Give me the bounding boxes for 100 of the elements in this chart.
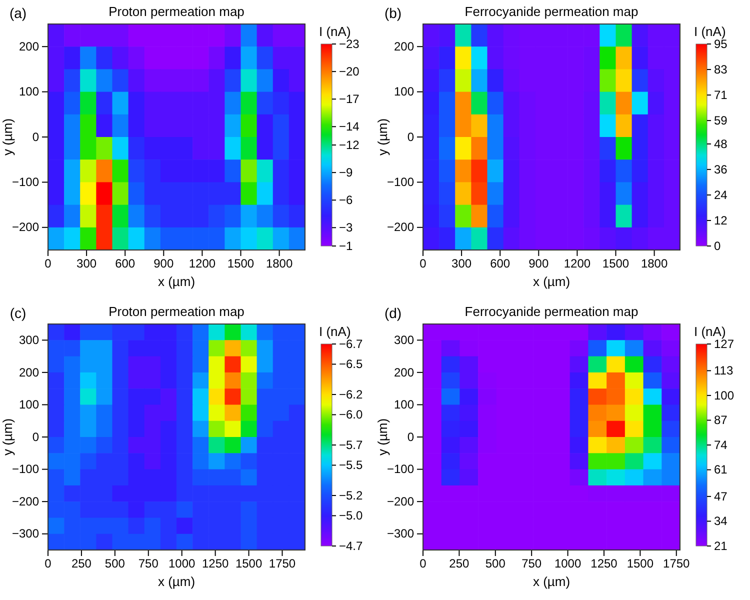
y-tick-label: 0: [32, 430, 40, 444]
x-tick-label: 750: [522, 556, 542, 571]
color-bar-title: I (nA): [694, 324, 726, 339]
y-tick-label: −100: [12, 462, 40, 476]
x-tick-label: 250: [449, 556, 470, 571]
color-bar-label: 83: [714, 62, 728, 76]
text: (b): [384, 5, 402, 21]
x-axis-title: x (µm): [158, 574, 196, 589]
x-axis-title: x (µm): [158, 274, 196, 289]
y-tick-label: −300: [386, 526, 414, 541]
color-bar-label: −6.0: [339, 408, 364, 422]
color-bar-title: I (nA): [319, 324, 351, 339]
x-tick-label: 1250: [202, 556, 229, 571]
x-tick-label: 600: [490, 256, 510, 271]
y-axis-title: y (µm): [375, 118, 390, 156]
x-tick-label: 750: [138, 556, 159, 571]
y-tick-label: −200: [12, 220, 40, 234]
chart-title: Ferrocyanide permeation map: [464, 304, 638, 319]
color-bar-label: 47: [714, 489, 728, 504]
y-tick-label: 0: [32, 130, 40, 144]
y-tick-label: 300: [394, 332, 414, 347]
color-bar-title: I (nA): [694, 24, 726, 39]
y-tick-label: 100: [18, 398, 40, 412]
x-tick-label: 1500: [602, 256, 630, 271]
color-bar-label: 34: [714, 514, 728, 528]
color-bar-label: −5.0: [339, 508, 364, 523]
color-bar-label: 74: [714, 438, 728, 452]
color-bar-label: −5.5: [339, 458, 364, 472]
text: (c): [10, 305, 26, 321]
chart-title: Proton permeation map: [108, 304, 244, 319]
chart-title: Proton permeation map: [108, 4, 244, 19]
color-bar-label: −6: [339, 192, 354, 207]
color-bar-label: −17: [339, 92, 360, 106]
x-tick-label: 500: [485, 556, 506, 571]
x-tick-label: 1000: [168, 556, 196, 571]
y-tick-label: 100: [394, 84, 414, 99]
x-tick-label: 0: [44, 556, 52, 571]
y-tick-label: 300: [18, 332, 40, 347]
color-bar-label: 12: [714, 213, 728, 228]
color-bar-label: 36: [714, 162, 728, 176]
x-tick-label: 1800: [266, 256, 293, 271]
x-tick-label: 900: [154, 256, 174, 271]
y-tick-label: 0: [407, 430, 414, 444]
color-bar-label: −6.5: [339, 357, 364, 372]
y-tick-label: −200: [386, 494, 414, 508]
x-tick-label: 300: [76, 256, 97, 271]
x-tick-label: 500: [104, 556, 126, 571]
text: (a): [9, 5, 27, 21]
x-tick-label: 1500: [235, 556, 262, 571]
x-tick-label: 0: [420, 256, 427, 271]
color-bar-label: 24: [714, 188, 728, 202]
x-tick-label: 1800: [640, 256, 668, 271]
y-tick-label: 0: [407, 130, 414, 144]
color-bar-label: 87: [714, 413, 728, 428]
x-tick-label: 1500: [626, 556, 654, 571]
x-tick-label: 1750: [663, 556, 690, 571]
y-tick-label: 200: [18, 39, 40, 54]
color-bar-label: −12: [339, 138, 360, 152]
x-tick-label: 1750: [268, 556, 296, 571]
y-tick-label: −100: [386, 462, 414, 476]
x-tick-label: 1500: [227, 256, 254, 271]
x-tick-label: 1000: [554, 556, 582, 571]
color-bar-label: 21: [714, 538, 728, 553]
x-axis-title: x (µm): [532, 274, 570, 289]
x-tick-label: 1200: [564, 256, 591, 271]
y-axis-title: y (µm): [0, 118, 15, 156]
color-bar-label: 0: [714, 238, 721, 253]
color-bar-label: −5.2: [339, 488, 364, 502]
color-bar-label: 113: [714, 364, 734, 378]
color-bar-label: −4.7: [339, 538, 364, 553]
text: (d): [384, 305, 402, 321]
color-bar-label: −6.2: [339, 387, 364, 402]
color-bar-label: 48: [714, 136, 728, 151]
x-tick-label: 1200: [188, 256, 216, 271]
x-tick-label: 1250: [590, 556, 618, 571]
x-tick-label: 600: [115, 256, 136, 271]
y-tick-label: 100: [394, 398, 414, 412]
x-tick-label: 0: [44, 256, 52, 271]
y-tick-label: −200: [386, 220, 414, 234]
chart-title: Ferrocyanide permeation map: [464, 4, 638, 19]
color-bar-label: 61: [714, 462, 728, 477]
color-bar-label: −1: [339, 238, 354, 253]
y-axis-title: y (µm): [0, 418, 15, 456]
y-tick-label: 200: [394, 365, 414, 380]
y-tick-label: 100: [18, 84, 40, 99]
color-bar-label: 100: [714, 388, 734, 402]
y-tick-label: −200: [12, 494, 40, 508]
color-bar-label: −9: [339, 165, 354, 180]
color-bar-label: −14: [339, 119, 360, 134]
color-bar-label: −5.7: [339, 438, 364, 452]
y-tick-label: 200: [394, 39, 414, 54]
color-bar-label: 71: [714, 88, 728, 102]
y-tick-label: −100: [12, 175, 40, 190]
color-bar-label: 59: [714, 113, 728, 128]
x-tick-label: 0: [420, 556, 427, 571]
y-axis-title: y (µm): [375, 418, 390, 456]
x-tick-label: 300: [452, 256, 472, 271]
y-tick-label: −100: [386, 175, 414, 190]
x-tick-label: 900: [528, 256, 549, 271]
y-tick-label: −300: [12, 526, 40, 541]
